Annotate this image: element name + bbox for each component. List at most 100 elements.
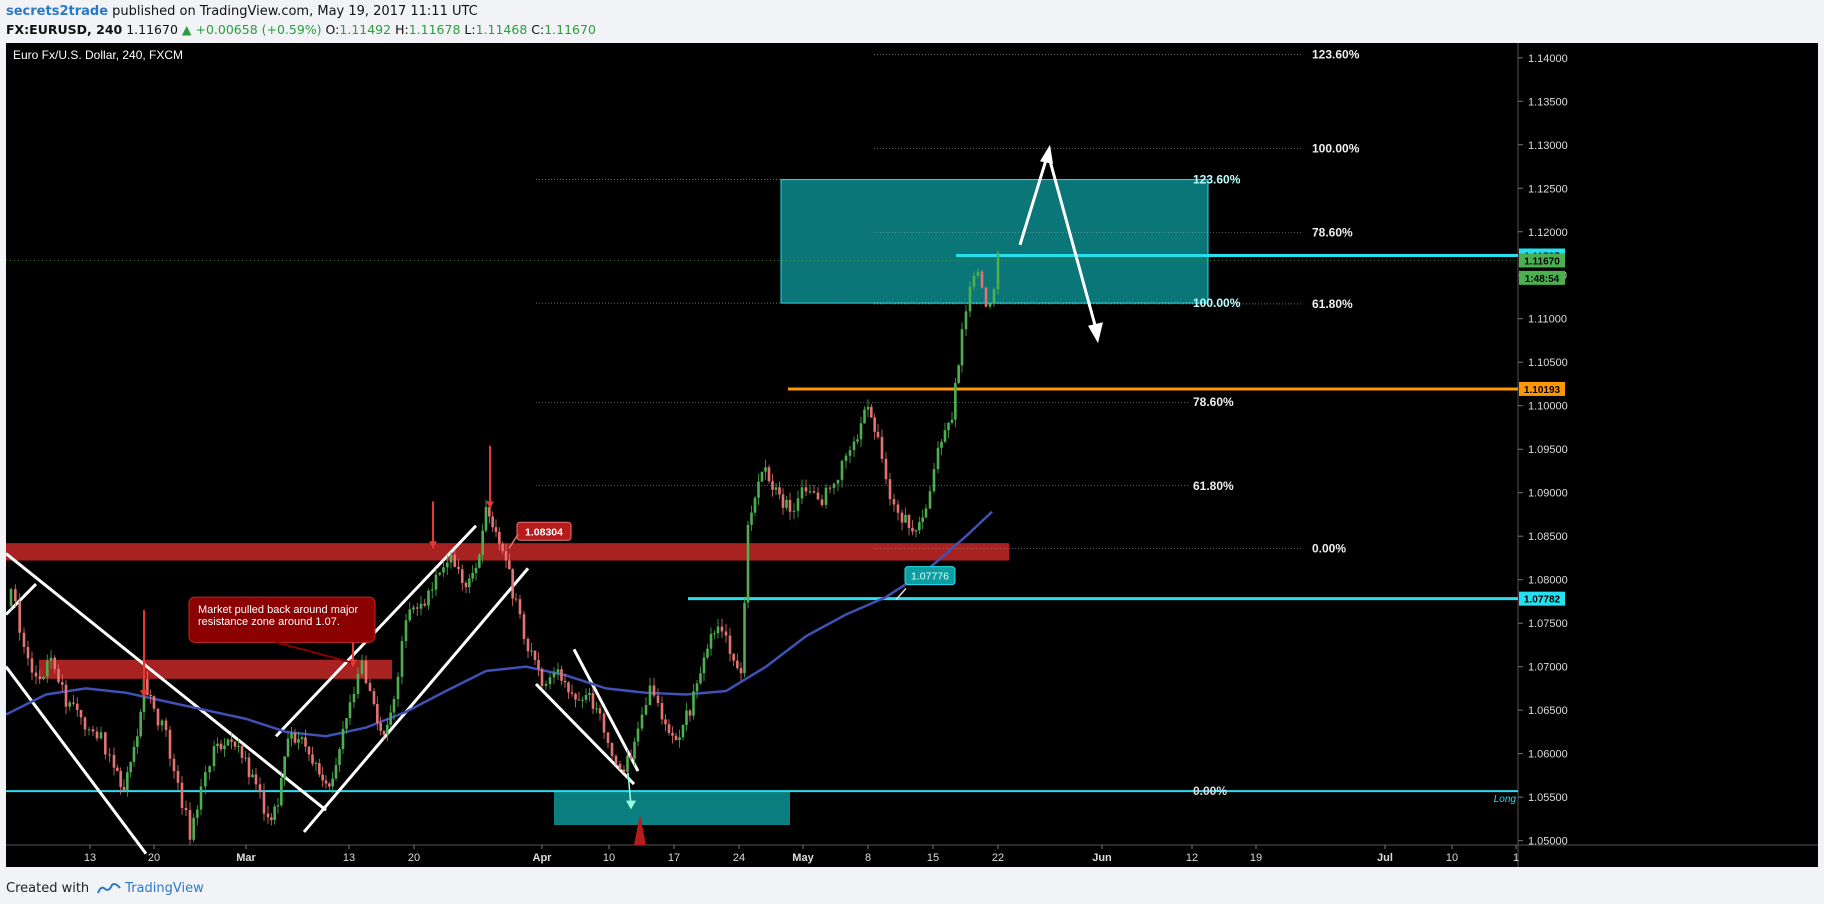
- candle-body: [453, 554, 457, 567]
- candle-body: [778, 487, 781, 495]
- candle-body: [832, 483, 836, 488]
- candle-body: [199, 786, 203, 810]
- candle-body: [674, 735, 678, 741]
- candle-body: [548, 677, 552, 685]
- candle-body: [957, 365, 960, 383]
- candle-body: [304, 737, 307, 747]
- candle-body: [324, 780, 328, 784]
- y-tick-label: 1.09000: [1528, 488, 1568, 500]
- last-price: 1.11670: [126, 22, 178, 37]
- candle-body: [108, 754, 111, 756]
- candle-body: [376, 703, 379, 723]
- footer: Created with TradingView: [6, 877, 204, 899]
- candle-body: [796, 498, 800, 511]
- moving-average-line: [6, 510, 993, 738]
- tradingview-brand[interactable]: TradingView: [125, 880, 204, 896]
- y-tick-label: 1.08500: [1528, 531, 1568, 543]
- x-tick-label: 1: [1513, 852, 1519, 864]
- trend-line: [302, 567, 530, 833]
- candle-body: [964, 311, 968, 330]
- candle-body: [514, 598, 518, 600]
- candle-body: [873, 417, 876, 432]
- candle-body: [468, 578, 471, 588]
- candle-body: [488, 507, 491, 517]
- candle-body: [976, 271, 980, 276]
- candle-body: [800, 487, 804, 499]
- candle-body: [104, 732, 107, 755]
- candle-body: [156, 708, 160, 726]
- y-tick-label: 1.05000: [1528, 836, 1568, 848]
- x-tick-label: Mar: [236, 852, 256, 864]
- candle-body: [699, 673, 702, 684]
- candle-body: [511, 569, 514, 599]
- candle-body: [68, 702, 72, 707]
- candle-body: [692, 691, 695, 716]
- candle-body: [824, 487, 828, 505]
- candle-body: [556, 669, 560, 673]
- candle-body: [856, 439, 859, 442]
- candle-body: [591, 693, 595, 709]
- candle-body: [595, 708, 598, 710]
- price-badge-label: 1.11670: [1524, 256, 1560, 267]
- x-tick-label: 19: [1250, 852, 1262, 864]
- candle-body: [471, 572, 474, 579]
- candle-body: [168, 729, 172, 759]
- candle-body: [38, 676, 42, 680]
- x-tick-label: 10: [603, 852, 615, 864]
- chart-canvas[interactable]: Market pulled back around majorresistanc…: [6, 43, 1818, 867]
- candle-body: [364, 660, 368, 684]
- candle-body: [328, 783, 331, 787]
- candle-body: [570, 692, 574, 694]
- candle-body: [792, 510, 796, 512]
- x-tick-label: Jun: [1092, 852, 1112, 864]
- candle-body: [767, 467, 771, 482]
- candle-body: [79, 709, 83, 718]
- candle-body: [739, 668, 743, 674]
- candle-body: [876, 431, 880, 438]
- author-link[interactable]: secrets2trade: [6, 4, 109, 19]
- candle-body: [530, 650, 533, 652]
- resistance-target-zone: [780, 179, 1209, 304]
- price-badge-label: 1:48:54: [1525, 274, 1560, 285]
- candle-body: [408, 609, 412, 621]
- callout-text-2: resistance zone around 1.07.: [198, 616, 340, 628]
- candle-body: [781, 494, 785, 508]
- candle-body: [266, 813, 270, 818]
- candle-body: [960, 329, 964, 366]
- tradingview-logo-icon: [97, 883, 121, 894]
- high-value: 1.11678: [408, 22, 461, 37]
- candle-body: [884, 458, 888, 480]
- y-tick-label: 1.05500: [1528, 792, 1568, 804]
- candle-body: [992, 289, 996, 304]
- x-tick-label: 17: [668, 852, 680, 864]
- candle-body: [940, 441, 943, 448]
- candle-body: [60, 682, 64, 685]
- candle-body: [581, 699, 584, 701]
- publish-info: published on TradingView.com, May 19, 20…: [108, 4, 478, 19]
- candle-body: [518, 599, 522, 615]
- candle-body: [321, 774, 324, 781]
- candle-body: [438, 572, 442, 575]
- y-tick-label: 1.12500: [1528, 183, 1568, 195]
- candle-body: [494, 527, 498, 532]
- candle-body: [449, 554, 453, 563]
- candle-body: [208, 766, 211, 773]
- red-resistance-zone-upper: [6, 543, 1009, 561]
- candle-body: [95, 731, 99, 739]
- created-with-label: Created with: [6, 880, 90, 896]
- y-tick-label: 1.10500: [1528, 357, 1568, 369]
- candle-body: [382, 730, 386, 735]
- candle-body: [533, 650, 537, 661]
- price-chart[interactable]: Market pulled back around major resistanc…: [6, 43, 1818, 867]
- price-badge-label: 1.07782: [1524, 595, 1561, 606]
- candle-body: [526, 638, 530, 652]
- candle-body: [706, 648, 709, 658]
- candle-body: [848, 450, 852, 456]
- candle-body: [34, 672, 38, 677]
- x-tick-label: 15: [927, 852, 939, 864]
- candle-body: [567, 682, 570, 693]
- candle-body: [774, 487, 778, 490]
- candle-body: [812, 491, 816, 493]
- y-tick-label: 1.08000: [1528, 575, 1568, 587]
- candle-body: [636, 728, 640, 742]
